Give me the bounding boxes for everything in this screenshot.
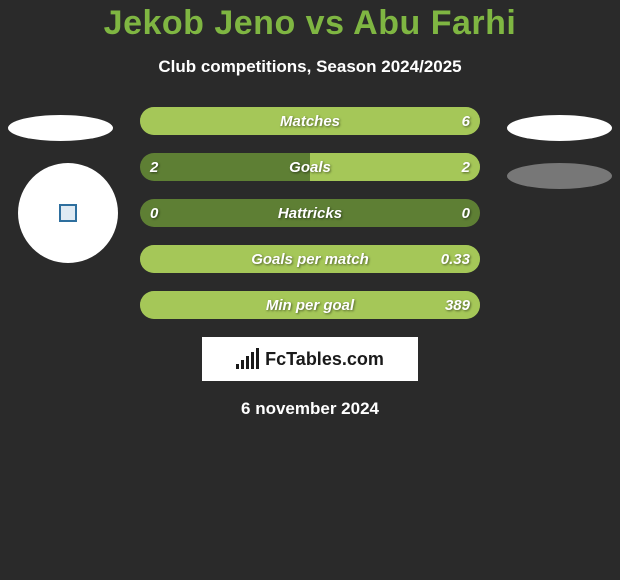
stat-value-right: 0 bbox=[462, 199, 470, 227]
left-player-ellipse bbox=[8, 115, 113, 141]
right-player-ellipse-top bbox=[507, 115, 612, 141]
brand-bar bbox=[236, 364, 239, 369]
stat-row: Goals per match0.33 bbox=[140, 245, 480, 273]
page-subtitle: Club competitions, Season 2024/2025 bbox=[0, 57, 620, 77]
stat-row: 2Goals2 bbox=[140, 153, 480, 181]
stat-value-right: 6 bbox=[462, 107, 470, 135]
content-area: Matches6 2Goals2 0Hattricks0 Goals per matc… bbox=[0, 107, 620, 419]
stat-row: Min per goal389 bbox=[140, 291, 480, 319]
stat-label: Goals bbox=[140, 153, 480, 181]
brand-bar bbox=[256, 348, 259, 369]
brand-box[interactable]: FcTables.com bbox=[202, 337, 418, 381]
page-root: Jekob Jeno vs Abu Farhi Club competition… bbox=[0, 0, 620, 419]
stat-row: 0Hattricks0 bbox=[140, 199, 480, 227]
stats-container: Matches6 2Goals2 0Hattricks0 Goals per matc… bbox=[140, 107, 480, 319]
brand-bar bbox=[251, 352, 254, 369]
stat-label: Min per goal bbox=[140, 291, 480, 319]
right-player-ellipse-mid bbox=[507, 163, 612, 189]
stat-value-right: 0.33 bbox=[441, 245, 470, 273]
stat-label: Hattricks bbox=[140, 199, 480, 227]
stat-row: Matches6 bbox=[140, 107, 480, 135]
stat-value-right: 2 bbox=[462, 153, 470, 181]
brand-text: FcTables.com bbox=[265, 349, 384, 370]
footer-date: 6 november 2024 bbox=[0, 399, 620, 419]
brand-bar bbox=[241, 360, 244, 369]
brand-bar bbox=[246, 356, 249, 369]
page-title: Jekob Jeno vs Abu Farhi bbox=[0, 4, 620, 43]
stat-label: Matches bbox=[140, 107, 480, 135]
stat-label: Goals per match bbox=[140, 245, 480, 273]
stat-value-right: 389 bbox=[445, 291, 470, 319]
brand-bars-icon bbox=[236, 349, 259, 369]
team-badge-icon bbox=[59, 204, 77, 222]
left-player-circle bbox=[18, 163, 118, 263]
